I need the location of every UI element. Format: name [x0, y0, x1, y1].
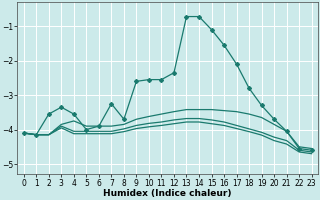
- X-axis label: Humidex (Indice chaleur): Humidex (Indice chaleur): [103, 189, 232, 198]
